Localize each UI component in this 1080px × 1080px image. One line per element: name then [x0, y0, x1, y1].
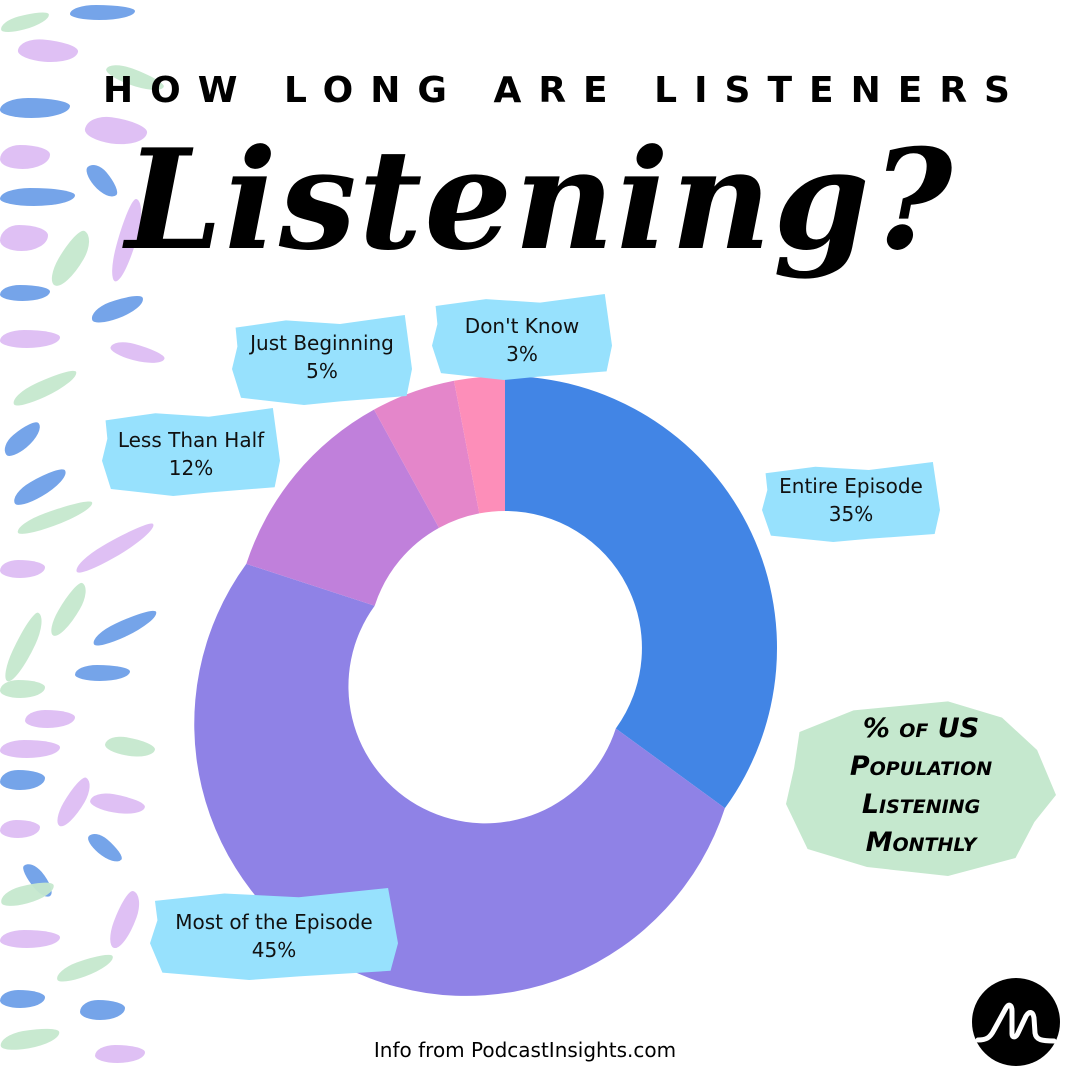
label-value: 3%	[506, 342, 538, 366]
slice-less-than-half	[246, 409, 439, 606]
slice-just-beginning	[374, 380, 480, 528]
label-less-than-half: Less Than Half 12%	[102, 408, 280, 496]
label-value: 5%	[306, 359, 338, 383]
source-credit: Info from PodcastInsights.com	[373, 1038, 677, 1062]
label-name: Just Beginning	[250, 331, 394, 355]
label-name: Entire Episode	[779, 474, 923, 498]
population-note: % of US Population Listening Monthly	[786, 696, 1056, 876]
slice-dont-know	[454, 375, 505, 514]
note-line: Monthly	[865, 827, 977, 858]
note-line: % of US	[862, 713, 980, 744]
label-dont-know: Don't Know 3%	[432, 294, 612, 380]
note-line: Listening	[861, 789, 981, 820]
slice-most-of-episode	[194, 563, 725, 996]
label-name: Most of the Episode	[175, 910, 373, 934]
page-title: Listening?	[125, 118, 955, 281]
label-value: 35%	[828, 502, 874, 526]
label-entire-episode: Entire Episode 35%	[762, 462, 940, 542]
decorative-brush-strokes	[0, 0, 260, 1080]
label-most-of-episode: Most of the Episode 45%	[150, 888, 398, 980]
label-just-beginning: Just Beginning 5%	[232, 315, 412, 405]
label-value: 45%	[251, 938, 297, 962]
label-name: Less Than Half	[117, 428, 265, 452]
note-line: Population	[849, 751, 993, 782]
m-wave-logo-icon	[972, 978, 1060, 1066]
slice-entire-episode	[505, 376, 778, 809]
label-name: Don't Know	[464, 314, 580, 338]
header-kicker: HOW LONG ARE LISTENERS	[103, 70, 1027, 111]
label-value: 12%	[168, 456, 214, 480]
